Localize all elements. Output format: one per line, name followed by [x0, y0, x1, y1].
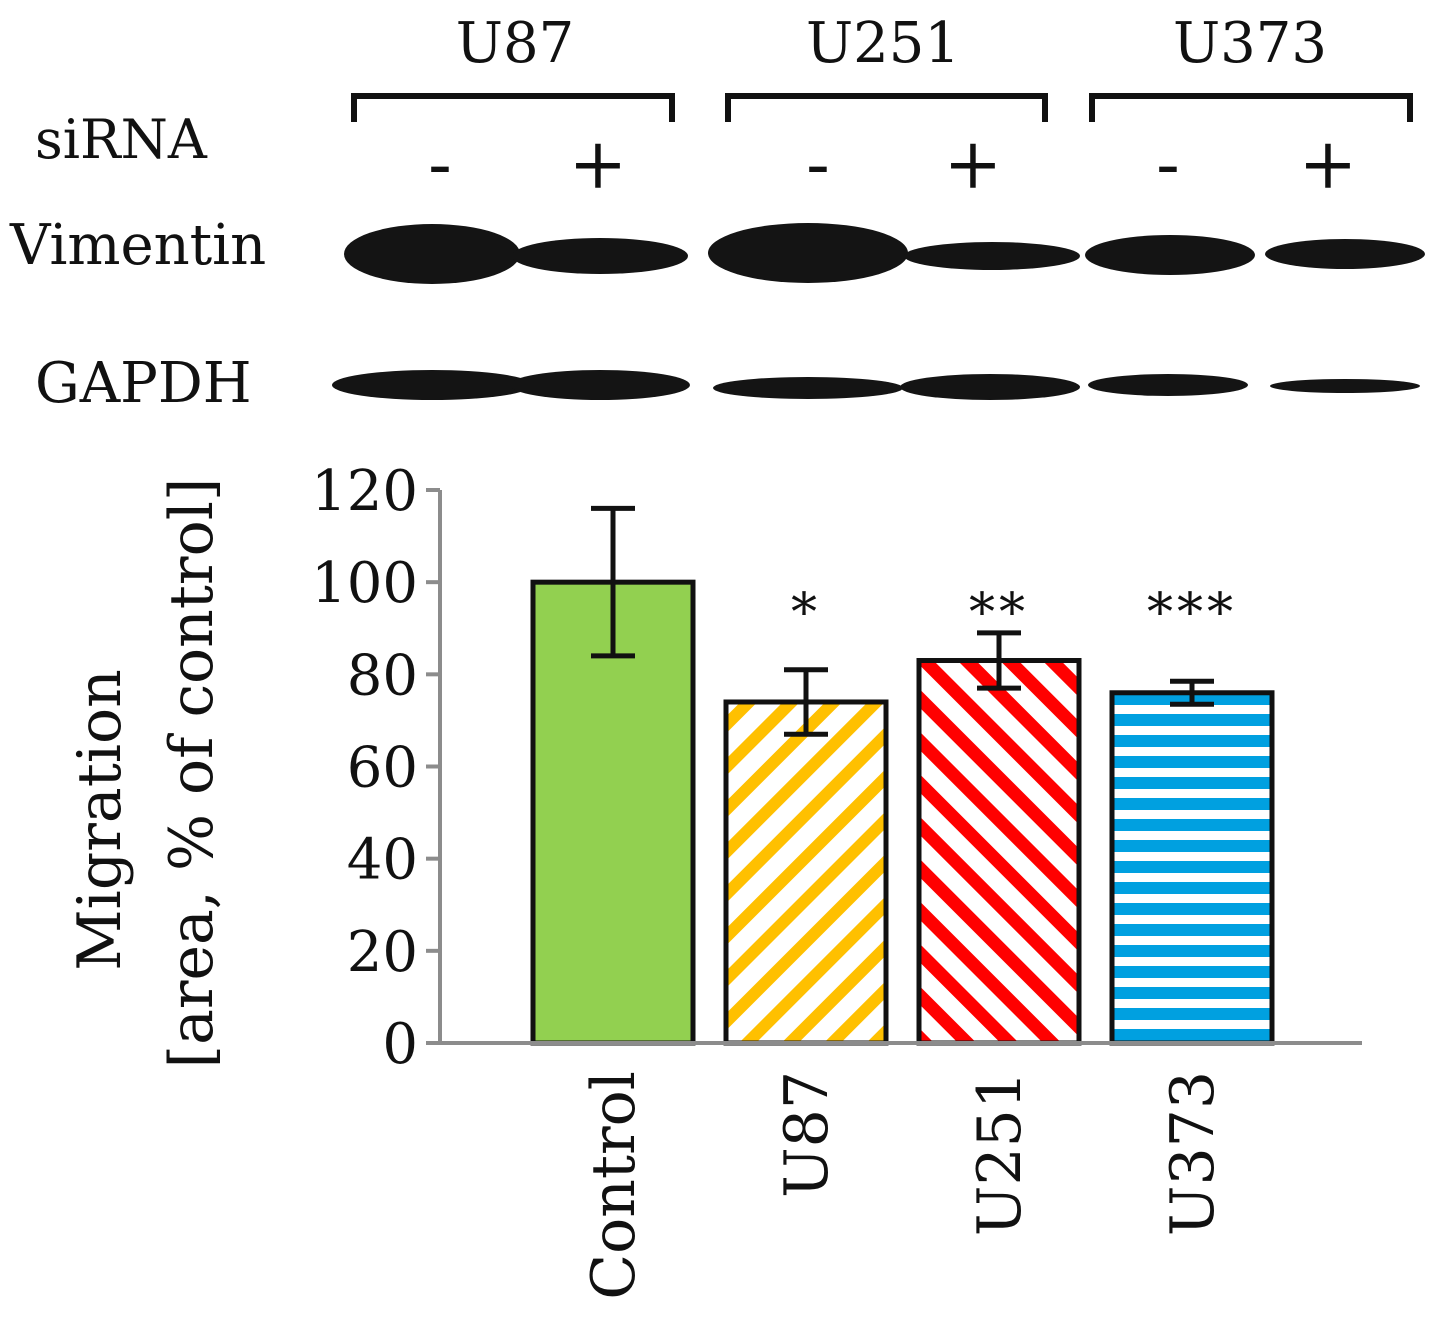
gapdh-band-u87-sirna [510, 370, 690, 400]
bar-control [530, 579, 696, 1046]
x-category-label-u373: U373 [1158, 1071, 1228, 1236]
lane-sign-2: + [569, 123, 628, 205]
y-tick-label: 80 [347, 643, 418, 708]
gapdh-band-u373-control [1088, 374, 1248, 396]
cell-line-label-u373: U373 [1173, 11, 1327, 76]
significance-u251: ** [969, 583, 1029, 643]
lane-sign-3: - [806, 123, 830, 205]
blot-row-label-vimentin: Vimentin [9, 213, 266, 278]
vimentin-band-u373-control [1085, 235, 1255, 275]
y-tick-label: 60 [347, 736, 418, 801]
gapdh-band-u251-control [713, 377, 903, 399]
x-axis-category-labels: Control U87 U251 U373 [579, 1071, 1228, 1300]
lane-sign-4: + [944, 123, 1003, 205]
cell-line-label-u87: U87 [456, 11, 574, 76]
bracket-u373 [1089, 93, 1413, 122]
bar-u87 [723, 699, 889, 1046]
vimentin-band-u251-control [708, 223, 908, 283]
vimentin-band-u373-sirna [1265, 239, 1425, 269]
vimentin-bands [344, 223, 1425, 284]
y-axis: 0 20 40 60 80 100 120 [311, 459, 442, 1077]
gapdh-band-u251-sirna [900, 374, 1080, 400]
bracket-u251 [725, 93, 1048, 122]
y-tick-label: 40 [347, 828, 418, 893]
cell-line-label-u251: U251 [806, 11, 960, 76]
blot-row-label-gapdh: GAPDH [35, 351, 252, 416]
lane-sign-1: - [428, 123, 452, 205]
sirna-label: siRNA [35, 108, 208, 171]
x-category-label-control: Control [579, 1071, 649, 1300]
y-tick-label: 0 [382, 1012, 418, 1077]
y-axis-title-line-1: Migration [65, 669, 135, 971]
x-category-label-u251: U251 [965, 1071, 1035, 1236]
lane-sign-5: - [1156, 123, 1180, 205]
y-tick-label: 100 [311, 551, 418, 616]
y-axis-title: Migration [area, % of control] [65, 478, 227, 1069]
lane-sign-6: + [1299, 123, 1358, 205]
vimentin-band-u87-sirna [512, 238, 688, 274]
vimentin-band-u251-sirna [904, 242, 1080, 270]
bar-u373 [1109, 690, 1275, 1046]
bars [530, 579, 1275, 1046]
bracket-u87 [351, 93, 675, 122]
significance-markers: * ** *** [791, 583, 1237, 643]
y-axis-title-line-2: [area, % of control] [157, 478, 227, 1069]
bar-u251 [916, 658, 1082, 1046]
gapdh-band-u87-control [332, 370, 532, 400]
gapdh-band-u373-sirna [1270, 379, 1420, 393]
y-tick-label: 120 [311, 459, 418, 524]
y-tick-label: 20 [347, 920, 418, 985]
error-bars [591, 505, 1214, 737]
vimentin-band-u87-control [344, 224, 520, 284]
gapdh-bands [332, 370, 1420, 400]
x-category-label-u87: U87 [772, 1071, 842, 1198]
migration-bar-chart: Migration [area, % of control] 0 20 40 60 80… [65, 459, 1362, 1300]
western-blot-panel: U87 U251 U373 siRNA - + - + - + Vimentin… [9, 11, 1425, 416]
significance-u373: *** [1147, 583, 1237, 643]
significance-u87: * [791, 583, 821, 643]
